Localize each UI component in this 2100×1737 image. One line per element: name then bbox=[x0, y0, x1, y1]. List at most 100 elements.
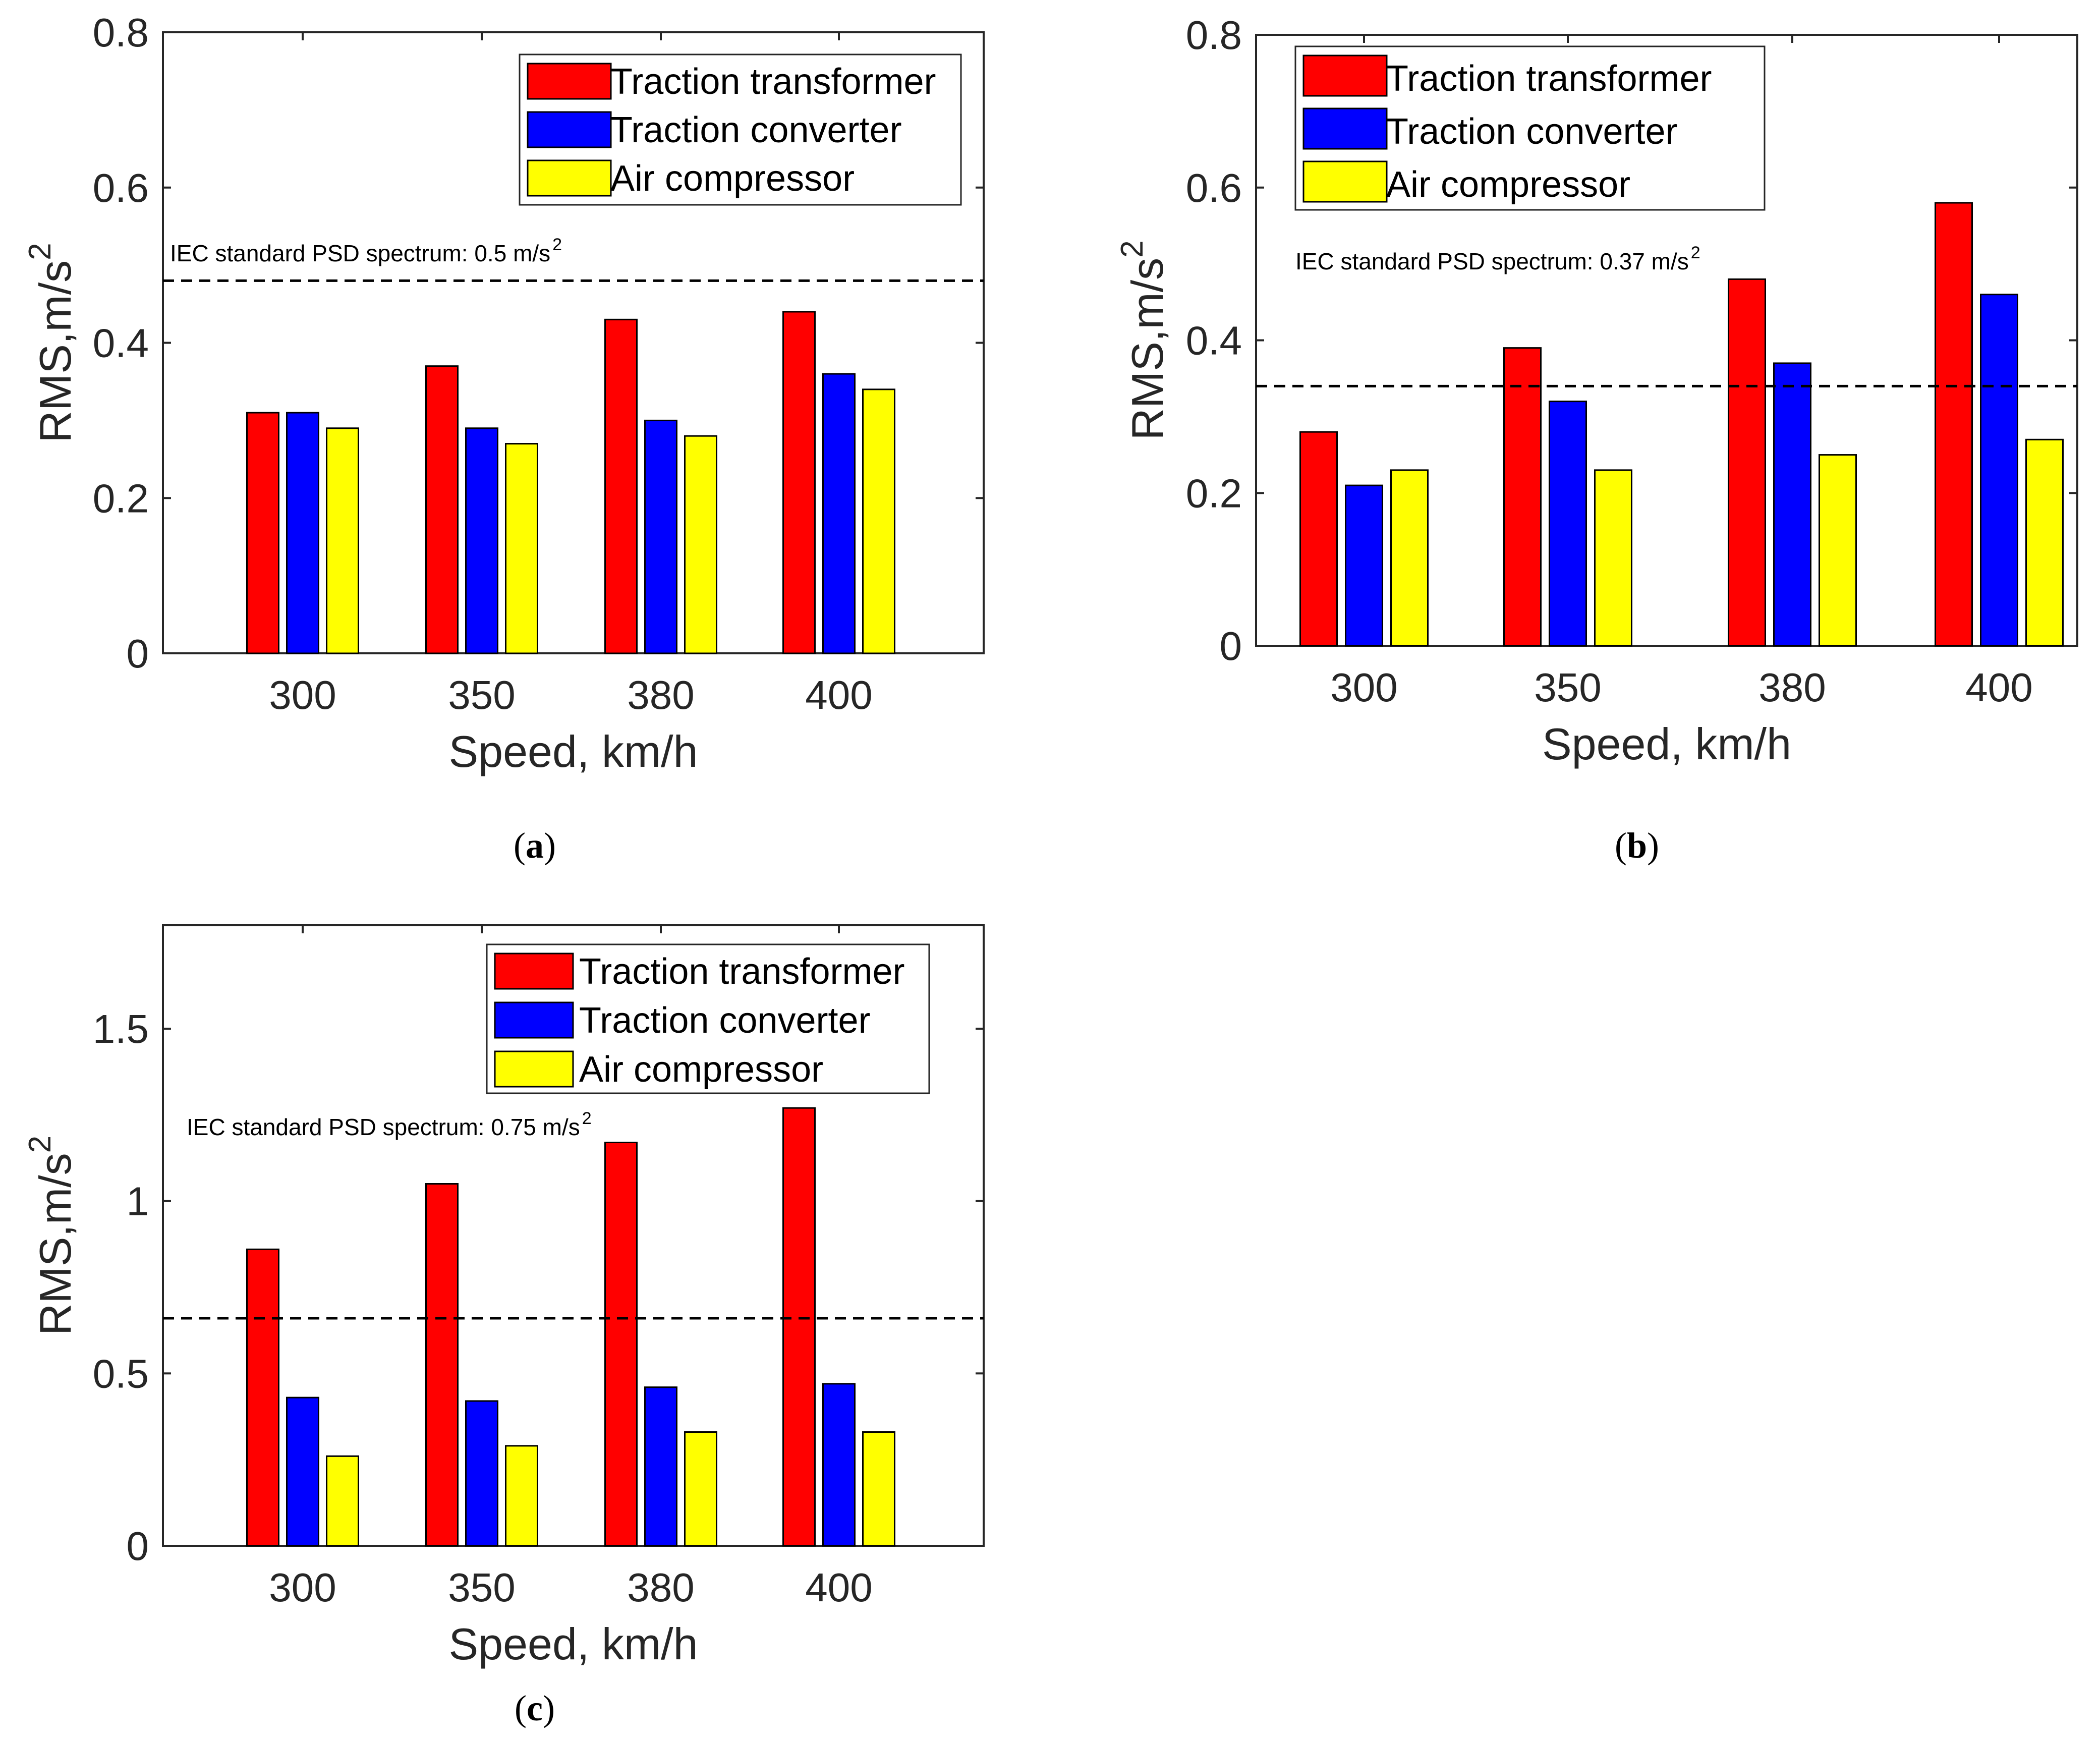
bar-traction-transformer-300 bbox=[246, 412, 279, 654]
bar-traction-transformer-350 bbox=[425, 365, 459, 654]
legend-swatch bbox=[527, 111, 612, 148]
y-axis-label-text: RMS,m/s bbox=[30, 1153, 80, 1335]
legend-swatch bbox=[1302, 160, 1388, 203]
bar-air-compressor-400 bbox=[862, 1431, 895, 1547]
y-axis-label-text: RMS,m/s bbox=[1122, 258, 1172, 440]
bar-traction-converter-300 bbox=[1345, 484, 1383, 647]
x-tick-label: 380 bbox=[1758, 665, 1826, 710]
bar-traction-transformer-350 bbox=[1503, 347, 1542, 647]
caption-open-paren: ( bbox=[515, 1688, 527, 1728]
legend-entry: Air compressor bbox=[579, 1049, 823, 1090]
caption-letter: b bbox=[1627, 825, 1647, 866]
legend-entry: Traction transformer bbox=[610, 62, 936, 102]
legend-swatch bbox=[527, 63, 612, 100]
bar-air-compressor-350 bbox=[505, 443, 538, 654]
x-tick-label: 300 bbox=[269, 1565, 336, 1610]
y-axis-label: RMS,m/s2 bbox=[23, 1136, 80, 1335]
y-tick-label: 0 bbox=[127, 631, 149, 676]
caption-open-paren: ( bbox=[514, 825, 526, 866]
panel-caption: (b) bbox=[1615, 825, 1659, 866]
legend-swatch bbox=[494, 1050, 574, 1088]
caption-open-paren: ( bbox=[1615, 825, 1627, 866]
y-axis-label-superscript: 2 bbox=[23, 243, 58, 260]
bar-traction-transformer-400 bbox=[782, 311, 816, 654]
y-tick-label: 0.6 bbox=[1186, 165, 1242, 210]
y-tick-label: 0.5 bbox=[93, 1351, 149, 1396]
iec-annotation-superscript: 2 bbox=[552, 235, 562, 254]
chart-panel-b: 0 0.2 0.4 0.6 0.8 300 350 380 400 IEC standard PS… bbox=[1115, 13, 2078, 866]
bar-traction-transformer-400 bbox=[1935, 202, 1973, 647]
panel-caption: (a) bbox=[514, 825, 556, 866]
bar-traction-converter-300 bbox=[286, 412, 319, 654]
x-axis-label: Speed, km/h bbox=[448, 1619, 698, 1669]
y-tick-label: 1.5 bbox=[93, 1006, 149, 1051]
iec-annotation-text: IEC standard PSD spectrum: 0.37 m/s bbox=[1295, 248, 1689, 274]
x-tick-label: 400 bbox=[805, 673, 872, 717]
bar-traction-converter-380 bbox=[644, 419, 677, 654]
bar-traction-converter-350 bbox=[1549, 401, 1587, 647]
bar-traction-transformer-350 bbox=[425, 1183, 459, 1547]
y-axis-label-superscript: 2 bbox=[23, 1136, 58, 1153]
x-tick-label: 350 bbox=[1534, 665, 1601, 710]
legend-entry: Air compressor bbox=[610, 158, 855, 199]
legend: Traction transformer Traction converter Ai… bbox=[519, 53, 962, 206]
iec-annotation: IEC standard PSD spectrum: 0.37 m/s 2 bbox=[1295, 243, 1700, 274]
bar-traction-converter-400 bbox=[1980, 294, 2018, 647]
bar-traction-transformer-380 bbox=[1728, 278, 1766, 647]
caption-close-paren: ) bbox=[543, 1688, 555, 1728]
bar-traction-transformer-380 bbox=[604, 1142, 638, 1547]
caption-letter: c bbox=[527, 1688, 543, 1728]
x-tick-label: 350 bbox=[448, 673, 515, 717]
y-axis-label: RMS,m/s2 bbox=[1115, 240, 1172, 440]
bar-air-compressor-300 bbox=[326, 427, 359, 654]
bar-air-compressor-380 bbox=[684, 1431, 717, 1547]
panel-caption: (c) bbox=[515, 1688, 555, 1728]
y-axis-label: RMS,m/s2 bbox=[23, 243, 80, 442]
y-axis-label-superscript: 2 bbox=[1115, 240, 1150, 257]
bar-traction-converter-350 bbox=[465, 427, 498, 654]
chart-panel-c: 0 0.5 1 1.5 300 350 380 400 IEC standard PSD spe… bbox=[23, 924, 985, 1728]
bar-air-compressor-300 bbox=[326, 1455, 359, 1547]
legend-swatch bbox=[494, 1001, 574, 1039]
x-tick-label: 380 bbox=[627, 1565, 694, 1610]
y-axis-label-text: RMS,m/s bbox=[30, 260, 80, 443]
legend-entry: Traction converter bbox=[579, 1000, 871, 1041]
y-tick-label: 0.8 bbox=[93, 10, 149, 55]
iec-annotation-text: IEC standard PSD spectrum: 0.5 m/s bbox=[170, 240, 550, 266]
bar-traction-converter-380 bbox=[1773, 362, 1811, 647]
y-tick-label: 0.6 bbox=[93, 165, 149, 210]
legend-entry: Traction converter bbox=[610, 110, 902, 150]
y-tick-label: 0.4 bbox=[93, 321, 149, 366]
x-tick-label: 400 bbox=[1965, 665, 2032, 710]
y-tick-label: 0.2 bbox=[1186, 471, 1242, 516]
bar-traction-converter-380 bbox=[644, 1386, 677, 1547]
bar-air-compressor-400 bbox=[862, 388, 895, 654]
iec-annotation: IEC standard PSD spectrum: 0.5 m/s 2 bbox=[170, 235, 562, 266]
x-tick-label: 300 bbox=[1330, 665, 1397, 710]
iec-annotation-text: IEC standard PSD spectrum: 0.75 m/s bbox=[187, 1114, 580, 1140]
bar-traction-transformer-300 bbox=[1299, 431, 1338, 647]
bar-traction-converter-300 bbox=[286, 1396, 319, 1547]
bar-traction-transformer-400 bbox=[782, 1107, 816, 1547]
y-tick-label: 0.4 bbox=[1186, 318, 1242, 363]
legend-swatch bbox=[494, 952, 574, 990]
legend-swatch bbox=[527, 159, 612, 197]
bar-air-compressor-350 bbox=[505, 1445, 538, 1547]
legend-swatch bbox=[1302, 54, 1388, 97]
legend: Traction transformer Traction converter Ai… bbox=[1294, 45, 1766, 211]
bar-air-compressor-400 bbox=[2025, 438, 2064, 647]
x-axis-label: Speed, km/h bbox=[1542, 719, 1791, 769]
legend-entry: Traction transformer bbox=[579, 951, 905, 992]
bar-traction-converter-400 bbox=[822, 1383, 856, 1547]
y-tick-label: 0.8 bbox=[1186, 13, 1242, 58]
y-tick-label: 0 bbox=[127, 1524, 149, 1568]
bar-traction-converter-400 bbox=[822, 373, 856, 654]
caption-letter: a bbox=[526, 825, 544, 866]
chart-panel-a: 0 0.2 0.4 0.6 0.8 300 350 380 400 IEC standard PS… bbox=[23, 10, 985, 866]
bar-traction-converter-350 bbox=[465, 1400, 498, 1547]
x-axis-label: Speed, km/h bbox=[448, 726, 698, 776]
legend-entry: Traction converter bbox=[1386, 111, 1678, 152]
bar-traction-transformer-380 bbox=[604, 318, 638, 654]
bar-air-compressor-380 bbox=[1819, 454, 1857, 647]
